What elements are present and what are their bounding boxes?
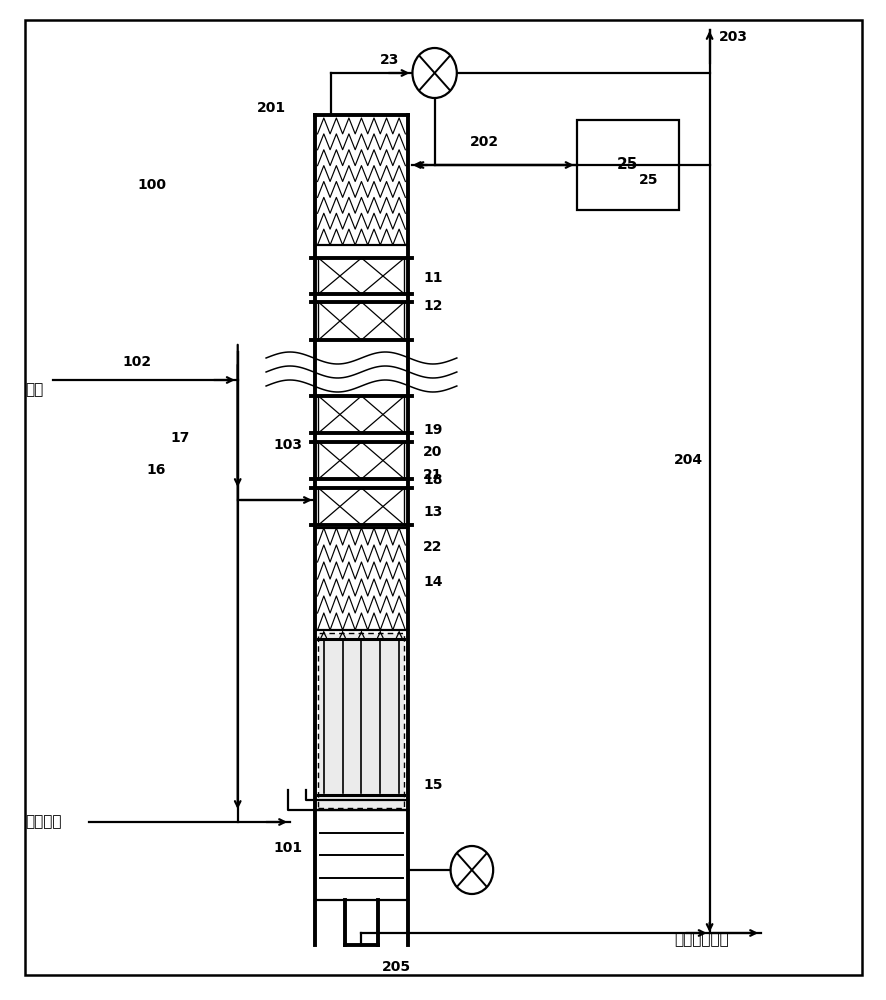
Text: 18: 18: [423, 473, 442, 487]
Text: 202: 202: [470, 135, 499, 149]
Text: 20: 20: [423, 445, 442, 459]
Text: 14: 14: [423, 575, 442, 589]
Text: 205: 205: [381, 960, 410, 974]
Text: 19: 19: [423, 423, 442, 437]
Text: 22: 22: [423, 540, 442, 554]
Text: 11: 11: [423, 271, 442, 285]
Text: 102: 102: [122, 355, 152, 369]
Text: 13: 13: [423, 505, 442, 519]
Text: 17: 17: [170, 431, 190, 445]
Text: 201: 201: [257, 101, 286, 115]
Text: 醚化汽油产物: 醚化汽油产物: [673, 932, 728, 948]
Text: 汽油原料: 汽油原料: [25, 814, 61, 830]
Text: 12: 12: [423, 299, 442, 313]
Text: 16: 16: [146, 463, 166, 477]
Text: 24: 24: [462, 848, 482, 862]
Text: 203: 203: [718, 30, 747, 44]
Circle shape: [412, 48, 456, 98]
Bar: [318, 633, 404, 808]
Circle shape: [450, 846, 493, 894]
Text: 23: 23: [379, 53, 399, 67]
Text: 25: 25: [638, 173, 657, 187]
Text: 甲醒: 甲醒: [25, 382, 43, 397]
Text: 21: 21: [423, 468, 442, 482]
Bar: [576, 120, 678, 210]
Text: 204: 204: [673, 453, 703, 467]
Text: 103: 103: [273, 438, 302, 452]
Text: 15: 15: [423, 778, 442, 792]
Text: 101: 101: [273, 841, 302, 855]
Text: 25: 25: [616, 157, 638, 172]
Text: 100: 100: [137, 178, 167, 192]
